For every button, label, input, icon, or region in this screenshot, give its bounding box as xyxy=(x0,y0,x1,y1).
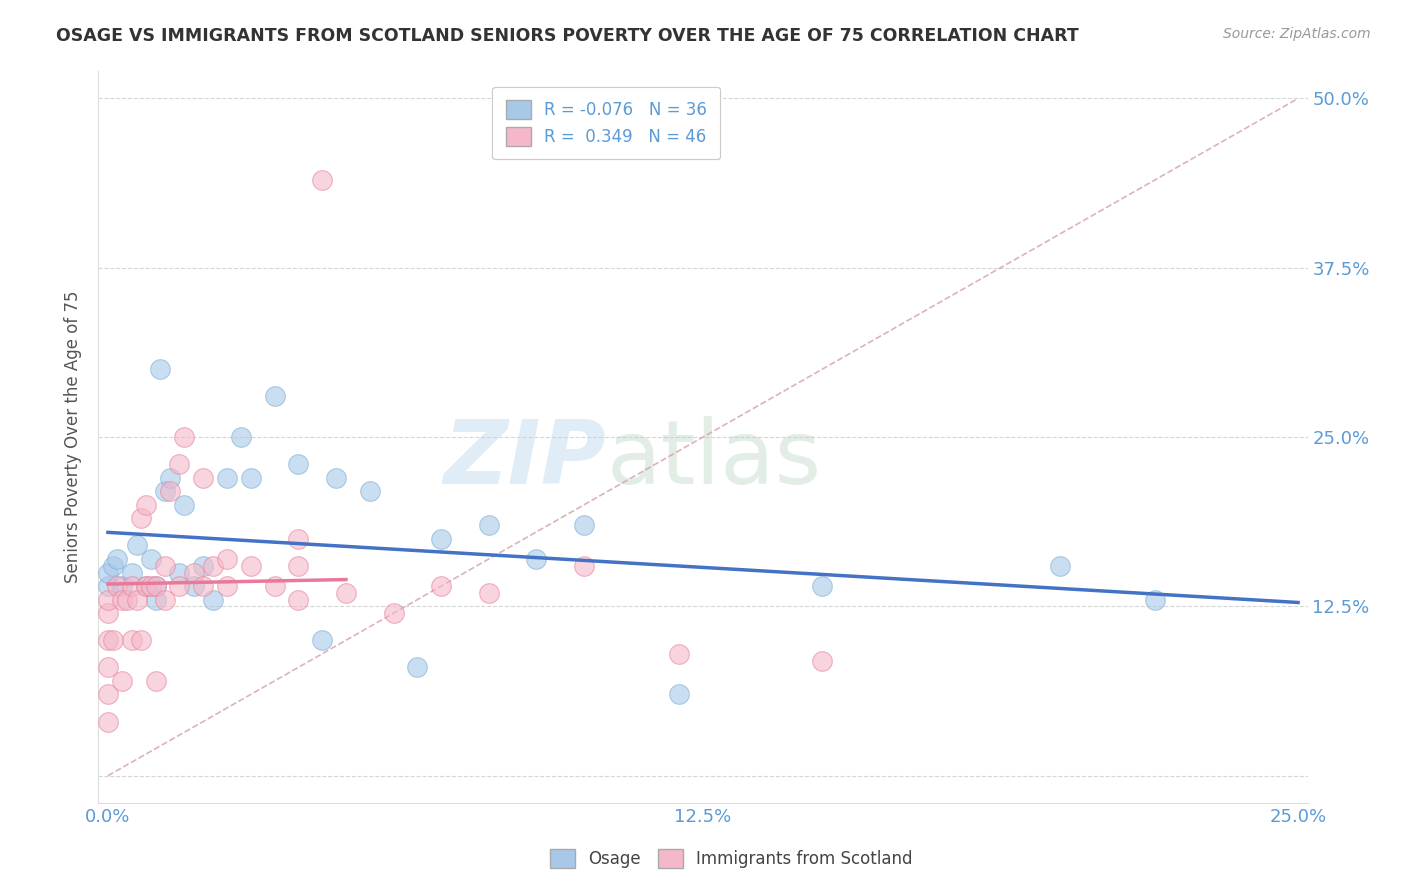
Point xyxy=(478,586,501,600)
Point xyxy=(111,592,134,607)
Point xyxy=(111,579,134,593)
Point xyxy=(97,579,120,593)
Point xyxy=(215,552,238,566)
Point xyxy=(263,389,285,403)
Point xyxy=(125,538,148,552)
Text: OSAGE VS IMMIGRANTS FROM SCOTLAND SENIORS POVERTY OVER THE AGE OF 75 CORRELATION: OSAGE VS IMMIGRANTS FROM SCOTLAND SENIOR… xyxy=(56,27,1078,45)
Point xyxy=(153,558,176,573)
Point xyxy=(159,484,181,499)
Point xyxy=(430,532,453,546)
Point xyxy=(97,660,120,674)
Point xyxy=(239,471,262,485)
Point xyxy=(173,430,195,444)
Point xyxy=(359,484,381,499)
Point xyxy=(159,471,181,485)
Point xyxy=(145,579,167,593)
Point xyxy=(287,457,309,471)
Point xyxy=(201,558,224,573)
Point xyxy=(1049,558,1071,573)
Point xyxy=(97,633,120,648)
Point xyxy=(231,430,253,444)
Point xyxy=(97,714,120,729)
Point xyxy=(183,566,205,580)
Text: ZIP: ZIP xyxy=(443,416,606,502)
Point xyxy=(811,654,834,668)
Point xyxy=(129,633,152,648)
Point xyxy=(121,579,143,593)
Point xyxy=(173,498,195,512)
Legend: Osage, Immigrants from Scotland: Osage, Immigrants from Scotland xyxy=(543,843,920,875)
Point xyxy=(191,558,214,573)
Point xyxy=(107,552,129,566)
Point xyxy=(139,579,162,593)
Point xyxy=(145,592,167,607)
Point xyxy=(811,579,834,593)
Text: Source: ZipAtlas.com: Source: ZipAtlas.com xyxy=(1223,27,1371,41)
Point xyxy=(135,579,157,593)
Point xyxy=(149,362,172,376)
Point xyxy=(101,633,124,648)
Point xyxy=(169,566,191,580)
Point xyxy=(1144,592,1167,607)
Point xyxy=(145,579,167,593)
Point xyxy=(121,633,143,648)
Point xyxy=(311,633,333,648)
Point xyxy=(169,579,191,593)
Point xyxy=(335,586,357,600)
Point xyxy=(239,558,262,573)
Point xyxy=(97,566,120,580)
Point xyxy=(311,172,333,186)
Point xyxy=(107,579,129,593)
Point xyxy=(287,592,309,607)
Point xyxy=(129,511,152,525)
Point xyxy=(325,471,347,485)
Point xyxy=(169,457,191,471)
Point xyxy=(572,558,595,573)
Point xyxy=(215,471,238,485)
Point xyxy=(287,558,309,573)
Text: atlas: atlas xyxy=(606,416,821,502)
Point xyxy=(97,606,120,620)
Point xyxy=(382,606,405,620)
Point xyxy=(263,579,285,593)
Point xyxy=(430,579,453,593)
Point xyxy=(145,673,167,688)
Point xyxy=(135,498,157,512)
Point xyxy=(191,579,214,593)
Point xyxy=(478,518,501,533)
Point xyxy=(191,471,214,485)
Y-axis label: Seniors Poverty Over the Age of 75: Seniors Poverty Over the Age of 75 xyxy=(65,291,83,583)
Point xyxy=(524,552,547,566)
Point xyxy=(97,688,120,702)
Point xyxy=(406,660,429,674)
Point xyxy=(139,552,162,566)
Point xyxy=(572,518,595,533)
Point xyxy=(97,592,120,607)
Legend: R = -0.076   N = 36, R =  0.349   N = 46: R = -0.076 N = 36, R = 0.349 N = 46 xyxy=(492,87,720,160)
Point xyxy=(135,579,157,593)
Point xyxy=(115,592,138,607)
Point xyxy=(153,592,176,607)
Point xyxy=(668,688,690,702)
Point xyxy=(201,592,224,607)
Point xyxy=(121,566,143,580)
Point xyxy=(668,647,690,661)
Point xyxy=(153,484,176,499)
Point xyxy=(287,532,309,546)
Point xyxy=(215,579,238,593)
Point xyxy=(101,558,124,573)
Point xyxy=(125,592,148,607)
Point xyxy=(111,673,134,688)
Point xyxy=(183,579,205,593)
